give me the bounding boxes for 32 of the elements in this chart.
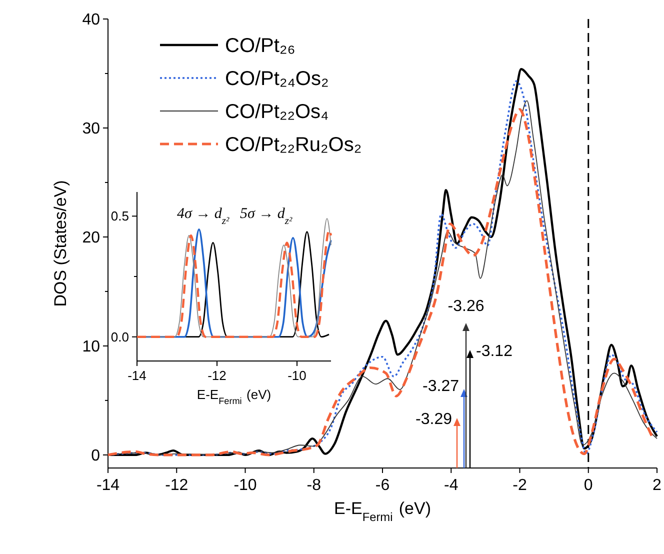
x-axis-title: E-E$_{Fermi}$ (eV) xyxy=(334,499,431,524)
x-tick-label: -10 xyxy=(288,368,306,383)
annotation: -3.26 xyxy=(448,298,484,315)
annotation: 5σ → d$_{z²}$ xyxy=(240,206,293,226)
y-tick-label: 30 xyxy=(82,120,100,138)
x-tick-label: -2 xyxy=(512,477,527,494)
y-tick-label: 20 xyxy=(82,230,100,247)
x-axis-title: E-E$_{Fermi}$ (eV) xyxy=(196,387,272,406)
x-tick-label: 0 xyxy=(584,477,593,494)
x-tick-label: -6 xyxy=(375,477,390,494)
x-tick-label: -12 xyxy=(165,477,188,494)
legend-label: CO/Pt₂₂Ru₂Os₂ xyxy=(225,134,362,156)
y-tick-label: 10 xyxy=(82,338,100,356)
x-tick-label: -14 xyxy=(96,477,120,494)
x-tick-label: -14 xyxy=(128,368,146,383)
annotation: -3.27 xyxy=(422,378,460,395)
y-tick-label: 40 xyxy=(82,12,100,29)
x-tick-label: -12 xyxy=(208,368,226,383)
annotation: 4σ → d$_{z²}$ xyxy=(177,206,230,226)
legend-label: CO/Pt₂₄Os₂ xyxy=(225,68,329,90)
y-tick-label: 0.0 xyxy=(110,329,129,344)
y-tick-label: 0 xyxy=(91,448,100,465)
y-tick-label: 0.5 xyxy=(110,208,129,224)
x-tick-label: 2 xyxy=(652,477,662,494)
y-axis-title: DOS (States/eV) xyxy=(51,180,70,307)
annotation: -3.29 xyxy=(416,411,452,428)
legend-label: CO/Pt₂₂Os₄ xyxy=(225,101,329,123)
x-tick-label: -10 xyxy=(234,477,257,494)
annotation: -3.12 xyxy=(476,343,513,360)
x-tick-label: -8 xyxy=(306,477,322,494)
x-tick-label: -4 xyxy=(444,477,458,494)
legend-label: CO/Pt₂₆ xyxy=(225,35,296,57)
